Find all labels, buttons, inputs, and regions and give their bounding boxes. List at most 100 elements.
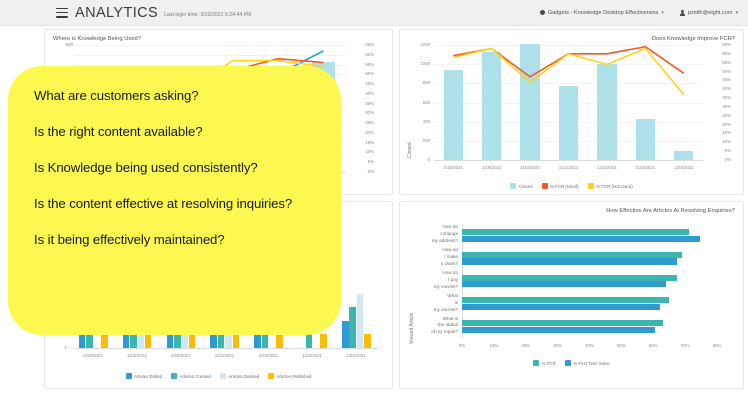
y2-axis-tick: 30%: [365, 110, 374, 116]
x-axis-tick: 1/21/2021: [214, 353, 235, 358]
x-axis-tick: 20%: [521, 343, 531, 348]
last-login-time: Last login time: 9/23/2021 6:24:44 PM: [164, 11, 252, 18]
hamburger-icon[interactable]: [56, 7, 68, 18]
gridline: [75, 54, 346, 56]
category-label-line: the status: [438, 322, 458, 328]
y-axis-tick: 0: [64, 345, 67, 350]
bar: [462, 304, 661, 311]
y-axis-tick: 800: [422, 80, 430, 86]
chevron-down-icon: ▾: [661, 9, 664, 16]
legend-label: Articles Deleted: [228, 373, 260, 379]
legend-label: % FCR (Not Used): [596, 183, 633, 189]
y2-axis-tick: 60%: [365, 51, 374, 57]
category-label-line: I make: [444, 254, 458, 260]
chart-panel-does-knowledge-improve-fcr[interactable]: Does Knowledge Improve FCR? Closed 1200 1…: [399, 29, 744, 195]
x-axis-tick: 80%: [712, 343, 722, 348]
y2-axis-tick: 40%: [365, 90, 374, 96]
callout-line-4: Is the content effective at resolving in…: [34, 196, 293, 212]
bar: [137, 334, 145, 348]
line-series: [453, 45, 685, 78]
y2-axis-tick: 40%: [722, 86, 731, 92]
x-axis-tick: 0%: [458, 343, 466, 348]
bar: [462, 228, 689, 236]
y2-axis-tick: 5%: [724, 148, 731, 154]
x-axis-tick: 1/24/2021: [674, 165, 694, 170]
x-axis-tick: 1/20/2021: [520, 165, 540, 170]
gridline: [75, 64, 346, 66]
legend-label: Articles Edited: [134, 373, 163, 379]
callout-line-2: Is the right content available?: [34, 124, 203, 140]
line-series-group: [453, 45, 685, 96]
y2-axis-tick: 55%: [365, 61, 374, 67]
y2-axis-tick: 25%: [365, 120, 374, 126]
bar: [462, 281, 666, 288]
y2-axis-tick: 60%: [722, 50, 731, 56]
legend-swatch: [219, 373, 226, 379]
x-axis-tick: 30%: [553, 343, 563, 348]
x-axis-tick: 1/23/2021: [302, 353, 322, 358]
y2-axis-tick: 10%: [365, 149, 374, 155]
x-axis-tick: 10%: [489, 343, 499, 348]
bar: [443, 69, 463, 160]
legend-swatch: [564, 360, 571, 366]
bar: [462, 258, 678, 265]
bar: [356, 293, 364, 348]
x-axis-tick: 1/22/2021: [597, 165, 617, 170]
legend-swatch: [171, 373, 178, 379]
x-axis-tick: 1/18/2021: [443, 165, 463, 170]
y2-axis-tick: 5%: [367, 159, 374, 165]
y2-axis-tick: 45%: [365, 81, 374, 87]
legend-label: % FCR: [541, 360, 556, 366]
legend-item[interactable]: % FCR: [533, 360, 556, 366]
y2-axis-tick: 0%: [724, 157, 731, 162]
legend-item[interactable]: % FCR (Not Used): [587, 183, 633, 189]
category-label-line: a claim?: [440, 260, 458, 266]
chart-legend-maintenance: Articles Edited Articles Created Articles …: [45, 373, 392, 379]
legend-item[interactable]: Closed: [510, 183, 533, 189]
callout-line-5: Is it being effectively maintained?: [34, 232, 225, 248]
category-label: What is the status of my repair?: [404, 316, 458, 337]
app-title: ANALYTICS: [75, 4, 159, 21]
x-axis-tick: 50%: [616, 343, 626, 348]
y2-axis-tick: 45%: [722, 77, 731, 83]
x-axis-tick: 1/18/2021: [83, 353, 103, 358]
gadget-menu[interactable]: Gadgets - Knowledge Desktop Effectivenes…: [539, 9, 664, 16]
category-label: How do I pay my excess?: [404, 270, 458, 291]
callout-overlay: What are customers asking? Is the right c…: [8, 66, 341, 335]
x-axis-tick: 1/21/2021: [558, 165, 579, 170]
legend-label: Closed: [518, 183, 533, 189]
legend-item[interactable]: Articles Published: [268, 373, 311, 379]
legend-item[interactable]: Articles Edited: [125, 373, 163, 379]
header-actions: Gadgets - Knowledge Desktop Effectivenes…: [539, 9, 738, 16]
y2-axis-tick: 0%: [367, 169, 374, 174]
chart-title: How Effective Are Articles At Resolving …: [606, 208, 735, 214]
legend-swatch: [587, 183, 594, 189]
legend-item[interactable]: Articles Deleted: [219, 373, 260, 379]
legend-item[interactable]: Articles Created: [171, 373, 211, 379]
legend-swatch: [541, 183, 548, 189]
category-label-line: I pay: [448, 276, 458, 282]
y2-axis-tick: 15%: [365, 139, 374, 145]
bar: [482, 51, 502, 160]
legend-item[interactable]: % FCR (Used): [541, 183, 579, 189]
legend-item[interactable]: % First Time Solve: [564, 360, 610, 366]
callout-line-3: Is Knowledge being used consistently?: [34, 160, 258, 176]
y2-axis-tick: 35%: [365, 100, 374, 106]
chart-title: Where is Knowledge Being Used?: [53, 36, 141, 42]
user-menu[interactable]: jsmith@eight.com ▾: [679, 9, 738, 16]
legend-swatch: [268, 373, 275, 379]
gridline: [434, 64, 703, 66]
y2-axis-tick: 35%: [722, 95, 731, 101]
x-axis-tick: 40%: [585, 343, 594, 348]
y-axis-line: [462, 224, 463, 338]
legend-label: % FCR (Used): [550, 183, 579, 189]
x-axis-tick: 1/19/2021: [127, 353, 147, 358]
chart-panel-article-effectiveness[interactable]: How Effective Are Articles At Resolving …: [399, 201, 744, 389]
category-label-line: is: [454, 299, 458, 305]
category-label: How do I change my address?: [404, 224, 458, 245]
category-label-line: of my repair?: [431, 329, 458, 335]
category-label-line: What: [447, 292, 458, 298]
y-axis-tick: 400: [422, 118, 430, 124]
category-label-line: my excess?: [433, 306, 458, 312]
x-axis-tick: 1/24/2021: [346, 353, 366, 358]
